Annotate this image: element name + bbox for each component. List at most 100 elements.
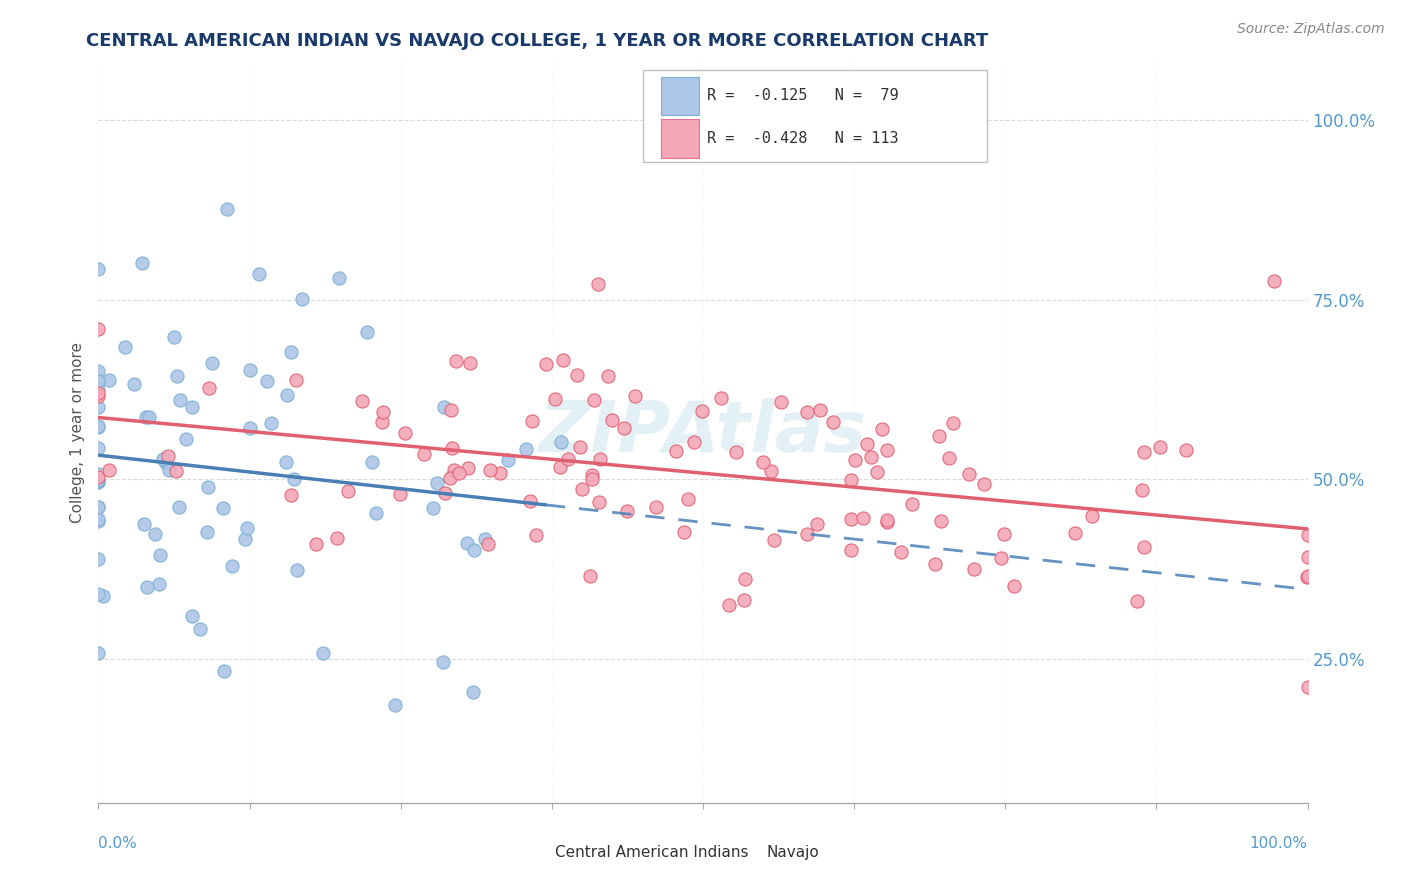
Point (305, 537, 328, 551)
Point (356, 325, 378, 339)
Point (98, 463, 121, 477)
Point (876, 515, 898, 529)
Point (806, 517, 828, 532)
Point (214, 664, 236, 678)
Point (87, 587, 110, 601)
Point (665, 444, 688, 458)
Point (839, 473, 862, 487)
Point (249, 267, 271, 281)
Point (440, 403, 463, 417)
Point (569, 440, 592, 454)
Point (91, 589, 114, 603)
Point (285, 563, 308, 577)
Point (97, 373, 120, 387)
Point (474, 533, 496, 547)
Point (239, 420, 262, 434)
Point (87, 375, 110, 389)
Point (291, 292, 314, 306)
Point (256, 374, 278, 388)
Point (350, 394, 373, 409)
Point (87, 475, 110, 489)
Point (87, 262, 110, 277)
Point (581, 472, 603, 486)
Point (188, 622, 211, 636)
Point (180, 400, 202, 414)
Point (876, 443, 898, 458)
Point (1063, 526, 1085, 541)
Point (165, 464, 187, 478)
Point (87, 389, 110, 403)
Point (163, 330, 186, 344)
Point (361, 455, 384, 469)
Point (718, 599, 741, 613)
Point (588, 495, 610, 509)
Point (690, 404, 713, 418)
Point (710, 391, 733, 405)
Point (463, 543, 485, 558)
Point (524, 528, 547, 542)
Point (929, 514, 952, 528)
Point (432, 655, 454, 669)
Point (87, 552, 110, 566)
Point (426, 476, 449, 491)
Point (839, 543, 862, 558)
Text: CENTRAL AMERICAN INDIAN VS NAVAJO COLLEGE, 1 YEAR OR MORE CORRELATION CHART: CENTRAL AMERICAN INDIAN VS NAVAJO COLLEG… (86, 32, 988, 50)
Text: 0.0%: 0.0% (98, 836, 138, 851)
FancyBboxPatch shape (522, 843, 551, 862)
Point (460, 356, 482, 370)
Point (132, 517, 155, 532)
Point (586, 277, 609, 291)
Point (457, 461, 479, 475)
Point (769, 395, 792, 409)
Point (1133, 540, 1156, 554)
Point (283, 472, 305, 486)
Point (589, 452, 612, 467)
Point (260, 417, 283, 431)
Point (337, 484, 360, 499)
Point (280, 488, 302, 502)
FancyBboxPatch shape (661, 77, 699, 115)
Point (197, 480, 219, 494)
Point (928, 429, 950, 443)
Point (87, 364, 110, 378)
Point (439, 471, 461, 485)
Point (821, 415, 844, 429)
Point (135, 409, 157, 424)
Point (515, 442, 537, 457)
Point (1080, 509, 1102, 524)
Text: ZIPAtlas: ZIPAtlas (538, 398, 868, 467)
Point (522, 414, 544, 428)
Point (550, 434, 572, 449)
Point (583, 393, 606, 408)
Point (87, 400, 110, 414)
Text: R =  -0.428   N = 113: R = -0.428 N = 113 (707, 131, 898, 146)
Point (449, 466, 471, 480)
Point (859, 450, 882, 465)
Point (1296, 528, 1319, 542)
Point (169, 392, 191, 407)
Point (326, 531, 349, 545)
Text: R =  -0.125   N =  79: R = -0.125 N = 79 (707, 88, 898, 103)
Point (581, 468, 603, 483)
FancyBboxPatch shape (661, 120, 699, 158)
Point (87, 511, 110, 525)
Point (371, 405, 394, 419)
Point (1296, 680, 1319, 694)
Point (612, 420, 634, 434)
Point (796, 405, 818, 419)
Point (212, 500, 235, 515)
Point (890, 545, 912, 559)
Point (683, 434, 706, 449)
Point (963, 562, 986, 576)
Point (762, 533, 785, 547)
Point (443, 463, 465, 477)
Point (596, 369, 619, 384)
Point (1002, 578, 1025, 592)
Point (444, 354, 467, 368)
Point (276, 388, 298, 402)
Point (87, 467, 110, 481)
Point (87, 418, 110, 433)
Point (534, 358, 557, 372)
Point (624, 389, 647, 403)
Point (388, 486, 411, 500)
